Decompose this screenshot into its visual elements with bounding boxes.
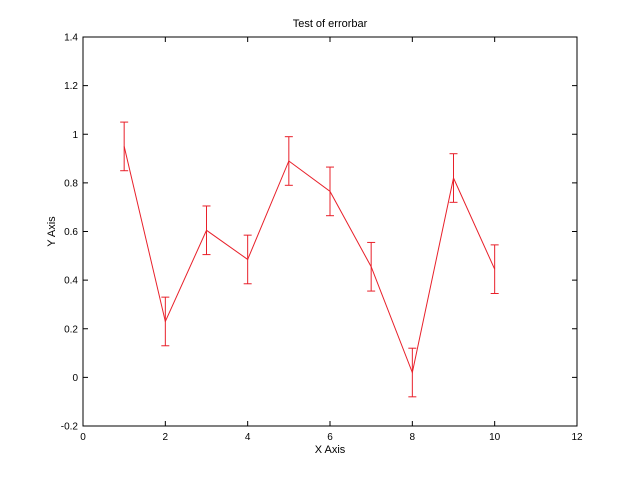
- error-bar: [284, 136, 293, 186]
- error-bar: [367, 241, 376, 292]
- y-tick-label: 1.2: [64, 81, 78, 92]
- y-tick-label: 1: [72, 130, 78, 141]
- error-bar: [326, 166, 334, 217]
- error-bar: [449, 153, 458, 203]
- y-tick-label: 0.6: [64, 227, 78, 238]
- y-tick-label: 0.4: [64, 276, 78, 287]
- y-tick-label: 0.2: [64, 324, 78, 335]
- x-tick-label: 0: [80, 432, 86, 443]
- y-tick-label: 1.4: [64, 33, 78, 44]
- error-bar: [161, 296, 170, 347]
- x-tick-label: 8: [410, 432, 416, 443]
- data-series: [120, 121, 499, 398]
- x-tick-label: 12: [571, 432, 583, 443]
- series-line: [123, 146, 496, 375]
- x-axis-label: X Axis: [315, 444, 346, 456]
- axis-ticks: [82, 36, 578, 427]
- chart-title: Test of errorbar: [293, 18, 368, 30]
- x-tick-label: 6: [327, 432, 333, 443]
- y-tick-label: -0.2: [61, 422, 79, 433]
- y-tick-label: 0.8: [64, 178, 78, 189]
- y-tick-label: 0: [72, 373, 78, 384]
- x-tick-label: 4: [245, 432, 251, 443]
- axis-tick-labels: 0 2 4 6 8 10 12-0.200.20.40.60.811.21.4: [61, 33, 583, 444]
- error-bar: [120, 121, 129, 172]
- x-tick-label: 2: [163, 432, 169, 443]
- x-tick-label: 10: [489, 432, 501, 443]
- y-axis-label: Y Axis: [46, 216, 58, 247]
- error-bar: [202, 205, 211, 256]
- error-bar: [243, 234, 252, 285]
- error-bar: [408, 347, 417, 398]
- error-bar: [490, 244, 499, 294]
